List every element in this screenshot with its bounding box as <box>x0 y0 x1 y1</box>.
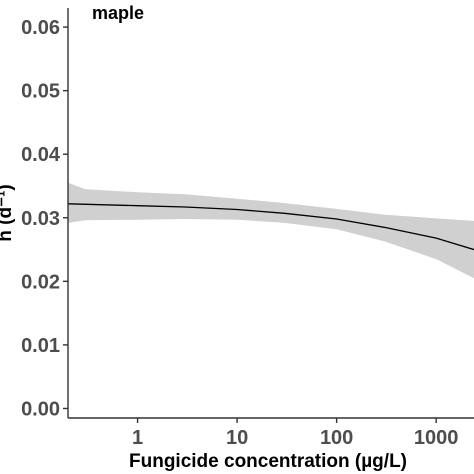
y-tick-label: 0.04 <box>21 144 61 166</box>
y-tick-label: 0.05 <box>21 81 60 103</box>
x-tick-label: 1000 <box>414 427 459 449</box>
y-tick-label: 0.00 <box>21 398 60 420</box>
x-tick-label: 10 <box>226 427 248 449</box>
y-axis-title-fragment: h (d⁻¹) <box>0 184 16 242</box>
x-tick-label: 1 <box>132 427 143 449</box>
confidence-band-layer <box>68 182 474 279</box>
x-axis-title: Fungicide concentration (µg/L) <box>129 451 407 472</box>
y-ticks: 0.00 0.01 0.02 0.03 0.04 0.05 0.06 <box>21 17 68 420</box>
panel-label: maple <box>92 3 144 23</box>
y-tick-label: 0.06 <box>21 17 60 39</box>
confidence-band <box>68 182 474 279</box>
x-tick-label: 100 <box>320 427 353 449</box>
y-tick-label: 0.02 <box>21 271 60 293</box>
fit-line <box>67 203 474 251</box>
y-tick-label: 0.01 <box>21 335 60 357</box>
x-ticks: 1 10 100 1000 <box>132 418 458 449</box>
y-tick-label: 0.03 <box>21 208 60 230</box>
fit-line-layer <box>67 203 474 251</box>
